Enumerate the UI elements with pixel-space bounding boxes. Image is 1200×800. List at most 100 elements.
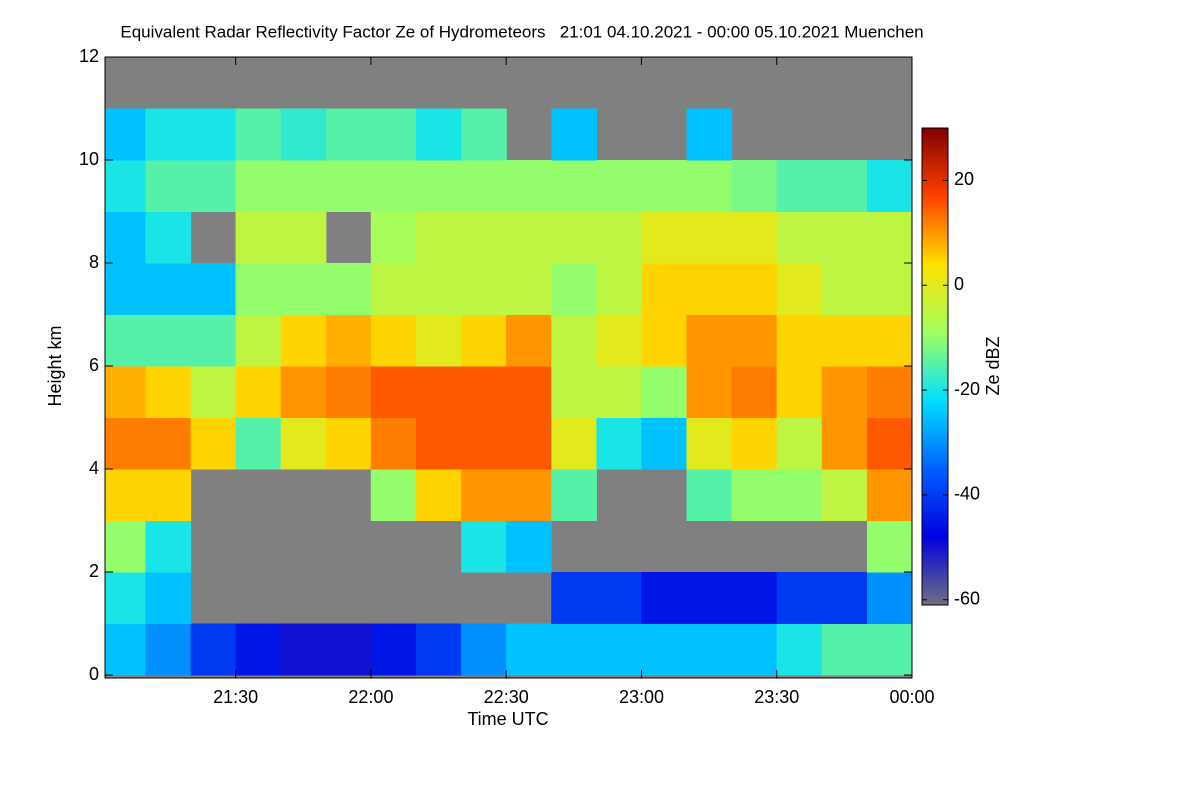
heatmap-cell <box>461 366 507 418</box>
heatmap-cell <box>506 263 552 315</box>
heatmap-cell <box>105 417 146 470</box>
heatmap-cell <box>105 520 146 573</box>
heatmap-cell <box>370 366 417 418</box>
heatmap-cell <box>105 469 146 521</box>
heatmap-cell <box>461 469 507 521</box>
heatmap-cell <box>776 160 823 212</box>
x-axis-label: Time UTC <box>467 709 548 729</box>
heatmap-cell <box>461 623 507 676</box>
heatmap-cell <box>280 623 327 676</box>
heatmap-cell <box>370 469 417 521</box>
x-tick-label: 23:00 <box>619 687 664 707</box>
heatmap-cell <box>866 211 912 264</box>
heatmap-cell <box>596 160 643 212</box>
heatmap-cell <box>190 623 237 676</box>
heatmap <box>105 57 912 678</box>
heatmap-cell <box>596 417 643 470</box>
heatmap-cell <box>235 417 282 470</box>
heatmap-cell <box>731 314 778 367</box>
heatmap-cell <box>190 108 237 161</box>
heatmap-cell <box>866 520 912 573</box>
heatmap-cell <box>506 623 552 676</box>
heatmap-cell <box>866 314 912 367</box>
heatmap-cell <box>370 623 417 676</box>
heatmap-cell <box>190 263 237 315</box>
heatmap-cell <box>641 314 688 367</box>
heatmap-cell <box>596 623 643 676</box>
heatmap-cell <box>551 211 597 264</box>
heatmap-cell <box>641 263 688 315</box>
heatmap-cell <box>105 314 146 367</box>
heatmap-cell <box>325 314 372 367</box>
heatmap-cell <box>551 160 597 212</box>
heatmap-cell <box>731 263 778 315</box>
heatmap-cell <box>686 623 733 676</box>
heatmap-cell <box>235 108 282 161</box>
heatmap-cell <box>776 211 823 264</box>
heatmap-cell <box>776 623 823 676</box>
heatmap-cell <box>776 314 823 367</box>
heatmap-cell <box>280 314 327 367</box>
heatmap-cell <box>506 211 552 264</box>
heatmap-cell <box>235 263 282 315</box>
heatmap-cell <box>866 572 912 624</box>
y-tick-label: 6 <box>89 355 99 375</box>
heatmap-cell <box>686 211 733 264</box>
heatmap-cell <box>325 623 372 676</box>
heatmap-cell <box>776 417 823 470</box>
heatmap-cell <box>821 572 868 624</box>
y-tick-label: 8 <box>89 252 99 272</box>
heatmap-cell <box>821 211 868 264</box>
y-tick-label: 0 <box>89 664 99 684</box>
heatmap-cell <box>821 417 868 470</box>
heatmap-cell <box>461 263 507 315</box>
x-tick-label: 23:30 <box>754 687 799 707</box>
heatmap-cell <box>731 211 778 264</box>
heatmap-cell <box>506 520 552 573</box>
colorbar-tick-label: -60 <box>954 589 980 609</box>
heatmap-cell <box>370 211 417 264</box>
x-tick-label: 00:00 <box>889 687 934 707</box>
heatmap-cell <box>415 469 462 521</box>
heatmap-cell <box>596 366 643 418</box>
heatmap-cell <box>415 314 462 367</box>
colorbar <box>921 127 949 606</box>
heatmap-cell <box>596 572 643 624</box>
heatmap-cell <box>506 469 552 521</box>
heatmap-cell <box>145 263 192 315</box>
heatmap-cell <box>776 469 823 521</box>
heatmap-cell <box>145 211 192 264</box>
heatmap-cell <box>506 314 552 367</box>
heatmap-cell <box>280 108 327 161</box>
heatmap-cell <box>235 366 282 418</box>
heatmap-cell <box>415 417 462 470</box>
plot-frame <box>104 56 913 679</box>
heatmap-cell <box>280 417 327 470</box>
heatmap-cell <box>461 160 507 212</box>
heatmap-cell <box>551 417 597 470</box>
heatmap-cell <box>731 366 778 418</box>
heatmap-cell <box>370 160 417 212</box>
heatmap-cell <box>415 211 462 264</box>
heatmap-cell <box>641 417 688 470</box>
heatmap-cell <box>325 366 372 418</box>
heatmap-cell <box>821 366 868 418</box>
heatmap-cell <box>190 417 237 470</box>
heatmap-cell <box>686 263 733 315</box>
heatmap-cell <box>686 160 733 212</box>
heatmap-cell <box>235 623 282 676</box>
heatmap-cell <box>415 160 462 212</box>
heatmap-cell <box>370 314 417 367</box>
colorbar-tick-label: 0 <box>954 274 964 294</box>
heatmap-cell <box>145 572 192 624</box>
heatmap-cell <box>866 263 912 315</box>
heatmap-cell <box>105 211 146 264</box>
heatmap-cell <box>145 623 192 676</box>
heatmap-cell <box>506 417 552 470</box>
heatmap-cell <box>641 572 688 624</box>
heatmap-cell <box>145 108 192 161</box>
heatmap-cell <box>415 623 462 676</box>
heatmap-cell <box>235 314 282 367</box>
heatmap-cell <box>596 211 643 264</box>
